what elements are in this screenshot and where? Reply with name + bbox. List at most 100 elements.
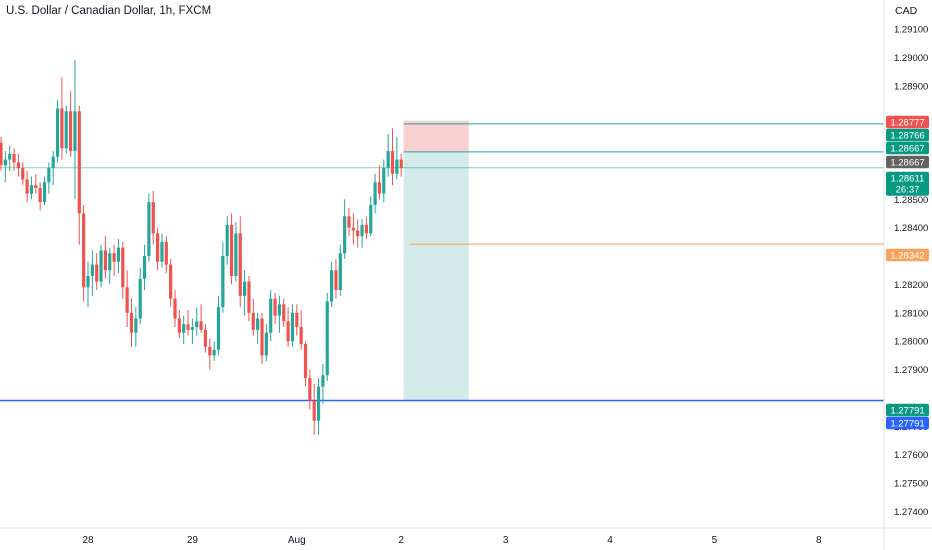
candle-body [77,111,81,214]
candle [238,216,242,308]
candle-body [264,332,268,356]
candle-body [260,318,264,356]
candle [60,77,64,160]
candle [95,253,99,291]
candle [160,233,164,268]
stop-label: 1.28777 [886,115,929,129]
candle [338,244,342,296]
price-labels: 1.28777 1.28766 1.28667 1.28667 1.2861126:37… [886,115,929,429]
candle-body [42,182,47,203]
candle-body [399,159,403,169]
price-label-box [886,141,929,155]
price-label-text: 1.28667 [890,143,924,154]
candle [347,207,351,237]
candle [390,128,395,186]
candle [303,341,308,387]
candle-body [3,159,7,166]
candle-body [82,213,86,288]
price-label-text: 1.28667 [890,157,924,168]
candle [177,309,181,339]
price-label-box [886,248,929,262]
candle [138,267,142,325]
candle [369,196,373,237]
candle [377,165,382,200]
candle [356,219,360,248]
candle-body [169,264,173,299]
candle-body [0,142,3,166]
candle-body [138,278,142,319]
candle [234,222,238,282]
candle-body [60,108,64,149]
candle [156,227,160,271]
price-label-box [886,128,929,142]
candle [373,173,377,214]
candle [395,136,399,180]
candle [116,239,121,274]
candle-body [369,204,373,234]
candle [151,190,155,245]
candle-body [321,375,325,387]
candle-body [25,179,29,194]
candle [286,307,290,347]
candle-body [199,321,203,330]
pending-label: 1.28342 [886,248,929,262]
candle [334,258,338,299]
candle [103,236,107,279]
candle [125,270,129,328]
time-axis: 28 29 Aug 2 3 4 5 8 [82,535,822,546]
candle-body [299,327,303,345]
candle [12,148,16,171]
candle [38,182,42,211]
price-tick-label: 1.29100 [894,25,928,36]
price-tick-label: 1.28900 [894,81,928,92]
candle-body [290,312,295,342]
candle [229,213,234,285]
candle-body [334,270,338,291]
candle [29,176,34,200]
candle-body [282,304,286,322]
candle [299,309,303,350]
candle-body [16,162,20,169]
candle-body [121,247,125,288]
candle-body [164,241,168,265]
price-label-box [886,171,929,196]
candle [69,91,73,157]
candle-body [251,312,255,330]
price-label-text: 1.28766 [890,130,924,141]
candle [42,176,47,205]
chart-title: U.S. Dollar / Canadian Dollar, 1h, FXCM [6,5,212,17]
candle-body [160,241,164,262]
candle-body [116,247,121,262]
candle-body [347,216,351,228]
candle [251,298,255,336]
candle-body [190,327,194,330]
support-label-green: 1.27791 [886,403,929,416]
candle-body [208,346,212,356]
candle-body [21,168,25,180]
candle [316,378,321,435]
candle-body [238,233,242,296]
candle [360,219,364,248]
candle-body [316,386,321,421]
candle [134,307,138,347]
candle [82,204,86,302]
candle-body [343,216,347,254]
candle-body [216,307,221,350]
candle-body [112,253,116,262]
candle-body [221,256,225,308]
candle [3,151,7,183]
candle [260,312,264,364]
candle [108,247,112,285]
candle-body [38,187,42,203]
candle-body [8,153,12,160]
price-label-box [886,115,929,129]
price-tick-label: 1.28500 [894,195,928,206]
candle [321,363,325,404]
candle-body [386,151,390,169]
candle-body [338,253,342,291]
horizontal-lines [0,123,884,402]
candle [264,324,268,362]
candle [203,324,208,353]
candle-body [51,156,55,169]
